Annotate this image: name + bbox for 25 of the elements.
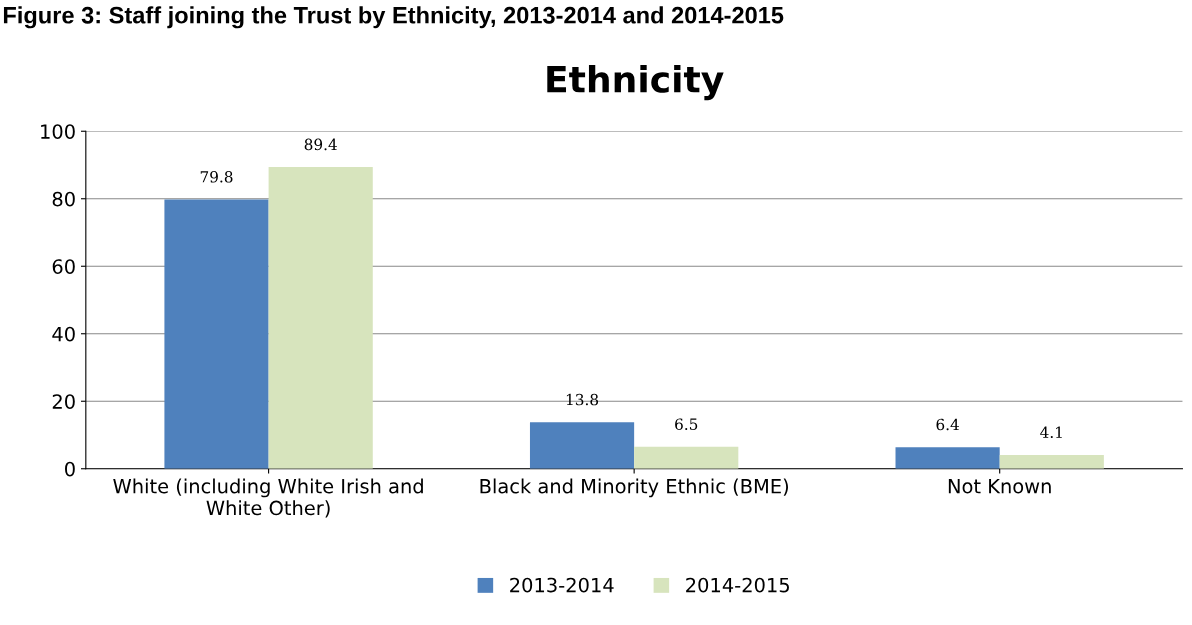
bar (529, 422, 635, 469)
x-tick-label: Not Known (948, 479, 1051, 494)
bar (999, 454, 1104, 469)
legend-label: 2014-2015 (686, 577, 789, 593)
chart-title: Ethnicity (547, 64, 724, 101)
y-tick-label: 0 (65, 461, 75, 477)
y-tick-label: 40 (52, 326, 75, 342)
data-label: 89.4 (304, 138, 337, 151)
data-label: 13.8 (566, 393, 599, 406)
data-label: 6.5 (675, 418, 698, 430)
data-label: 6.4 (936, 418, 959, 431)
bar (634, 446, 739, 469)
bar (268, 167, 373, 469)
legend-label: 2013-2014 (510, 577, 614, 593)
bar (164, 199, 269, 469)
y-tick-label: 60 (52, 259, 75, 274)
y-tick-label: 20 (52, 394, 75, 409)
data-label: 4.1 (1040, 426, 1062, 439)
bar (895, 447, 1000, 469)
x-tick-label: Black and Minority Ethnic (BME) (480, 478, 789, 498)
x-tick-label: White (including White Irish and White Other) (113, 478, 423, 518)
y-tick-label: 80 (52, 191, 75, 207)
y-tick-label: 100 (41, 124, 75, 139)
data-label: 79.8 (200, 171, 233, 183)
chart-subtitle: Figure 3: Staff joining the Trust by Ethnicity, 2013-2014 and 2014-2015 (3, 6, 784, 29)
